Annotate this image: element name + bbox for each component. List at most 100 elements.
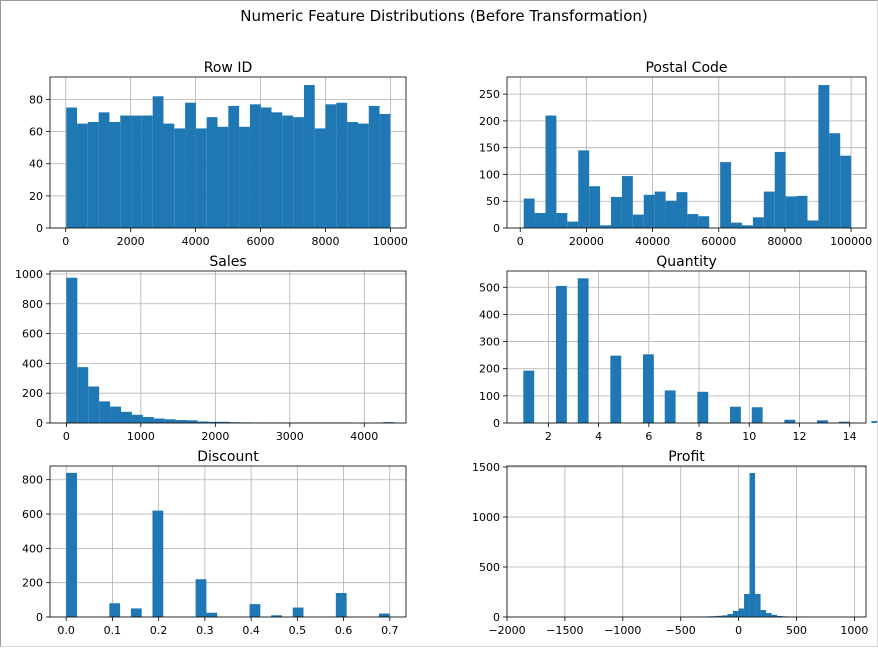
- histogram-bar: [152, 511, 163, 617]
- histogram-bar: [666, 201, 677, 228]
- histogram-bar: [185, 103, 196, 228]
- histogram-bar: [523, 371, 534, 423]
- histogram-bar: [697, 392, 708, 423]
- histogram-bar: [730, 407, 741, 423]
- histogram-bar: [720, 162, 731, 228]
- subplot-title: Profit: [668, 449, 705, 465]
- y-tick-label: 0: [36, 417, 43, 430]
- y-tick-label: 0: [36, 611, 43, 624]
- histogram-bar: [66, 278, 77, 423]
- x-tick-label: −2000: [488, 624, 525, 637]
- histogram-bar: [784, 420, 795, 423]
- axes-frame: [50, 466, 406, 617]
- histogram-bar: [261, 108, 272, 228]
- y-tick-label: 800: [22, 298, 43, 311]
- histogram-bar: [665, 390, 676, 423]
- x-tick-label: 100000: [830, 235, 872, 248]
- histogram-bar: [282, 116, 293, 228]
- histogram-bar: [727, 614, 733, 617]
- x-tick-label: 0.4: [242, 624, 260, 637]
- histogram-bar: [99, 112, 110, 228]
- y-tick-label: 0: [493, 611, 500, 624]
- histogram-bar: [131, 116, 142, 228]
- x-tick-label: 6000: [247, 235, 275, 248]
- y-tick-label: 600: [22, 328, 43, 341]
- x-tick-label: 2: [545, 430, 552, 443]
- histogram-bar: [109, 603, 120, 617]
- subplot-title: Postal Code: [645, 60, 727, 76]
- histogram-bar: [187, 420, 198, 423]
- y-tick-label: 800: [22, 474, 43, 487]
- histogram-bar: [644, 195, 655, 228]
- histogram-bar: [578, 278, 589, 423]
- y-tick-label: 200: [22, 577, 43, 590]
- histogram-bar: [733, 611, 739, 617]
- histogram-bar: [315, 128, 326, 228]
- histogram-bar: [347, 122, 358, 228]
- x-tick-label: 12: [792, 430, 806, 443]
- histogram-bar: [840, 156, 851, 228]
- x-tick-label: 0: [517, 235, 524, 248]
- histogram-bar: [206, 613, 217, 617]
- x-tick-label: 20000: [569, 235, 604, 248]
- histogram-bar: [239, 127, 250, 228]
- histogram-bar: [336, 103, 347, 228]
- histogram-bar: [336, 593, 347, 617]
- histogram-bar: [761, 610, 767, 617]
- x-tick-label: 60000: [701, 235, 736, 248]
- y-tick-label: 60: [29, 126, 43, 139]
- histogram-bar: [556, 213, 567, 228]
- y-tick-label: 100: [479, 168, 500, 181]
- histogram-bar: [379, 614, 390, 617]
- histogram-bar: [250, 104, 261, 228]
- histogram-bar: [358, 124, 369, 228]
- histogram-bar: [109, 122, 120, 228]
- histogram-bar: [633, 215, 644, 228]
- x-tick-label: 4000: [182, 235, 210, 248]
- x-tick-label: 2000: [117, 235, 145, 248]
- subplot-title: Quantity: [656, 254, 717, 270]
- x-tick-label: 0.0: [57, 624, 75, 637]
- axes-frame: [50, 271, 406, 423]
- histogram-bar: [165, 419, 176, 423]
- y-tick-label: 300: [479, 336, 500, 349]
- x-tick-label: 1000: [127, 430, 155, 443]
- histogram-bar: [174, 128, 185, 228]
- histogram-bar: [807, 221, 818, 228]
- x-tick-label: 500: [786, 624, 807, 637]
- axes-frame: [507, 466, 866, 617]
- histogram-bar: [66, 473, 77, 617]
- x-tick-label: 6: [645, 430, 652, 443]
- histogram-bar: [131, 608, 142, 617]
- histogram-bar: [739, 609, 745, 618]
- subplot-title: Discount: [197, 449, 259, 465]
- histogram-bar: [369, 106, 380, 228]
- histogram-bar: [142, 116, 153, 228]
- x-tick-label: 80000: [767, 235, 802, 248]
- y-tick-label: 20: [29, 190, 43, 203]
- histogram-bar: [524, 199, 535, 228]
- histogram-bar: [750, 473, 756, 617]
- x-tick-label: 0.2: [150, 624, 168, 637]
- histogram-bar: [752, 407, 763, 423]
- histogram-bar: [643, 354, 654, 423]
- x-tick-label: 4000: [350, 430, 378, 443]
- histogram-bar: [676, 192, 687, 228]
- histogram-bar: [786, 196, 797, 228]
- y-tick-label: 1000: [472, 511, 500, 524]
- y-tick-label: 150: [479, 142, 500, 155]
- x-tick-label: 10000: [373, 235, 408, 248]
- histogram-bar: [871, 421, 877, 423]
- histogram-bar: [622, 176, 633, 228]
- x-tick-label: 1000: [840, 624, 868, 637]
- histogram-bar: [88, 122, 99, 228]
- y-tick-label: 600: [22, 508, 43, 521]
- histogram-bar: [797, 196, 808, 228]
- x-tick-label: 0.1: [104, 624, 122, 637]
- histogram-bar: [132, 415, 143, 423]
- x-tick-label: 0.5: [289, 624, 307, 637]
- histogram-bar: [556, 286, 567, 423]
